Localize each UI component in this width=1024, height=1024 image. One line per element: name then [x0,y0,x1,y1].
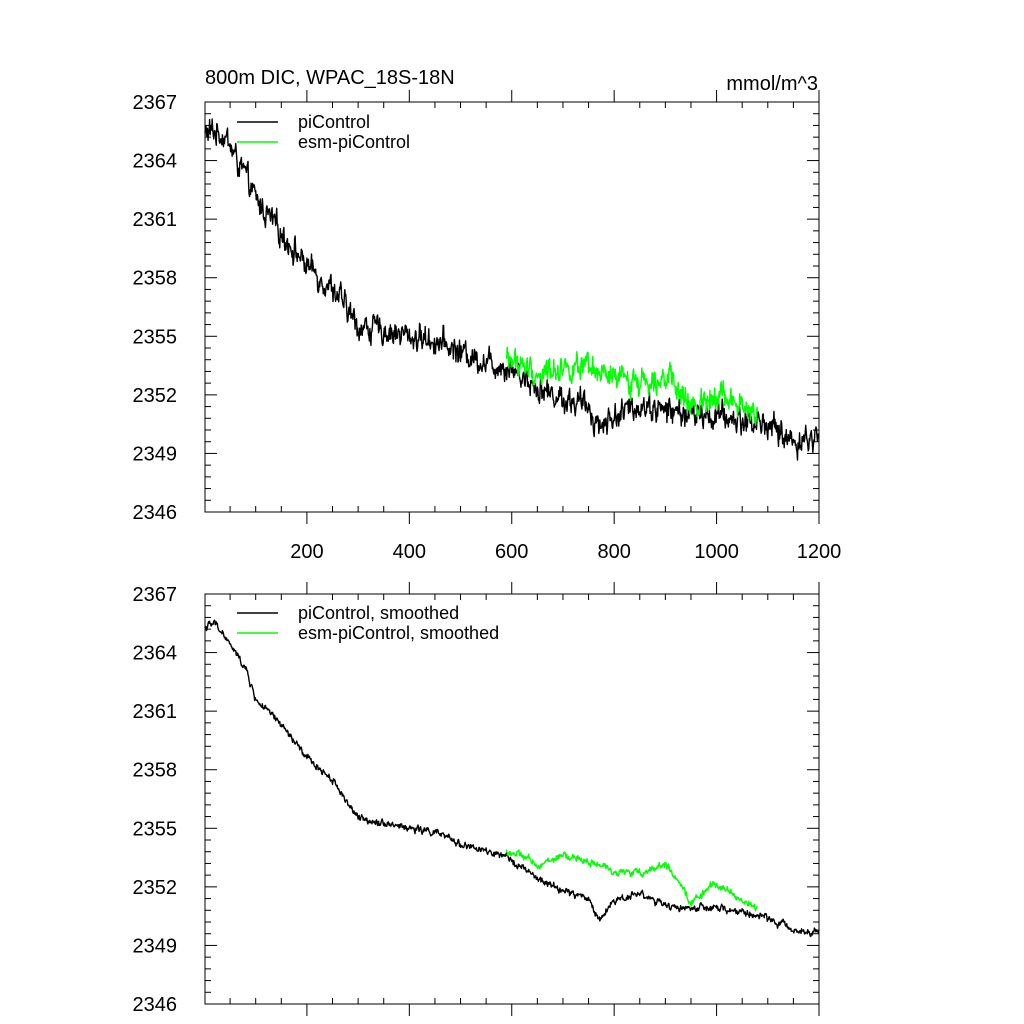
chart-title: 800m DIC, WPAC_18S-18N [205,67,455,89]
x-tick-label: 200 [290,541,323,563]
top-panel: 800m DIC, WPAC_18S-18N mmol/m^3 2346 2349… [133,67,842,563]
y-tick-label: 2349 [133,443,178,465]
legend-label-esm-picontrol-smoothed: esm-piControl, smoothed [298,623,499,643]
y-tick-label: 2349 [133,935,178,957]
x-tick-label: 800 [597,541,630,563]
x-tick-label: 600 [495,541,528,563]
top-plot-frame [204,101,820,513]
bottom-series-line-picontrol [204,619,820,938]
top-legend: piControl esm-piControl [237,112,410,152]
y-tick-label: 2364 [133,151,178,173]
bottom-legend: piControl, smoothed esm-piControl, smoot… [237,603,499,643]
y-tick-label: 2358 [133,760,178,782]
x-tick-label: 1200 [797,541,842,563]
y-tick-label: 2352 [133,877,178,899]
bottom-panel: 2346 2349 2352 2355 2358 2361 2364 2367 piContr… [133,582,820,1016]
y-tick-label: 2367 [133,92,178,114]
y-tick-label: 2346 [133,502,178,524]
y-tick-label: 2361 [133,701,178,723]
top-series-line-esm-picontrol [505,346,759,426]
x-tick-label: 1000 [694,541,739,563]
x-tick-label: 400 [393,541,426,563]
legend-label-picontrol: piControl [298,112,370,132]
bottom-plot-frame [204,593,820,1005]
bottom-series-line-esm-picontrol [505,849,758,912]
y-tick-label: 2364 [133,643,178,665]
legend-label-esm-picontrol: esm-piControl [298,132,410,152]
legend-label-picontrol-smoothed: piControl, smoothed [298,603,459,623]
y-tick-label: 2358 [133,268,178,290]
top-axes: 2346 2349 2352 2355 2358 2361 2364 2367 200 400 60… [133,90,842,563]
top-series-line-picontrol [204,118,820,461]
y-tick-label: 2367 [133,584,178,606]
y-tick-label: 2352 [133,385,178,407]
y-tick-label: 2355 [133,818,178,840]
y-tick-label: 2346 [133,994,178,1016]
y-tick-label: 2355 [133,326,178,348]
bottom-series-group [204,619,820,938]
bottom-axes: 2346 2349 2352 2355 2358 2361 2364 2367 [133,582,820,1016]
y-tick-label: 2361 [133,209,178,231]
units-label: mmol/m^3 [726,73,818,95]
top-series-group [204,118,820,461]
